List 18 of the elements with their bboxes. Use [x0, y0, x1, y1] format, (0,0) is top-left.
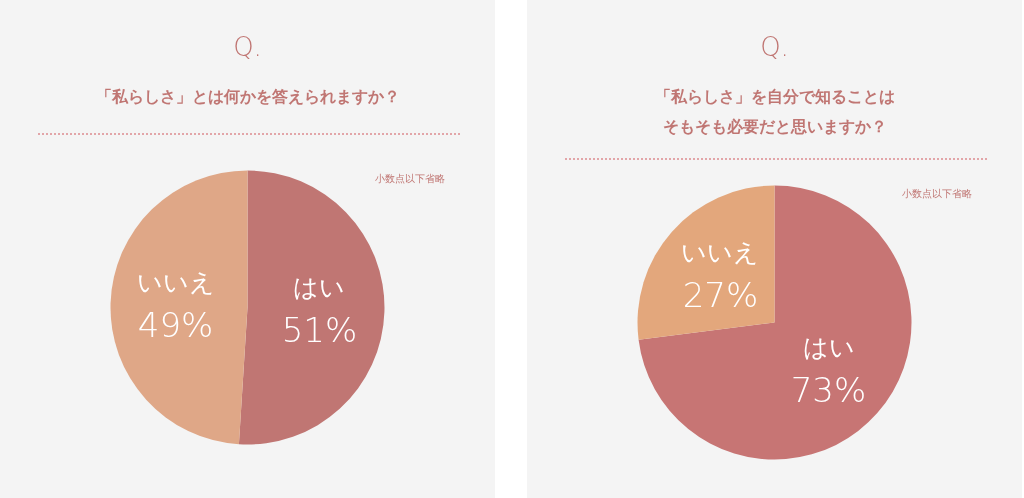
data-label: 73%: [790, 370, 867, 411]
slice-label: いいえ: [681, 237, 760, 267]
pie-slice: [638, 185, 912, 460]
slice-label: いいえ: [136, 268, 215, 298]
data-label: 27%: [682, 274, 759, 315]
slice-label: はい: [802, 333, 855, 363]
chart-subtitle: 「私らしさ」とは何かを答えられますか？: [95, 87, 400, 106]
slice-label: はい: [293, 272, 346, 302]
text: 小数点以下省略: [375, 173, 445, 184]
chart-title: Q.: [233, 32, 262, 62]
data-label: 51%: [281, 309, 358, 350]
data-label: 49%: [137, 305, 214, 346]
pie-slice: [637, 185, 775, 340]
chart-title: Q.: [760, 32, 789, 62]
pie-slice: [110, 170, 248, 445]
chart-subtitle: 「私らしさ」を自分で知ることはそもそも必要だと思いますか？: [654, 87, 895, 136]
pie-slice: [238, 170, 385, 445]
text: 小数点以下省略: [902, 188, 972, 199]
